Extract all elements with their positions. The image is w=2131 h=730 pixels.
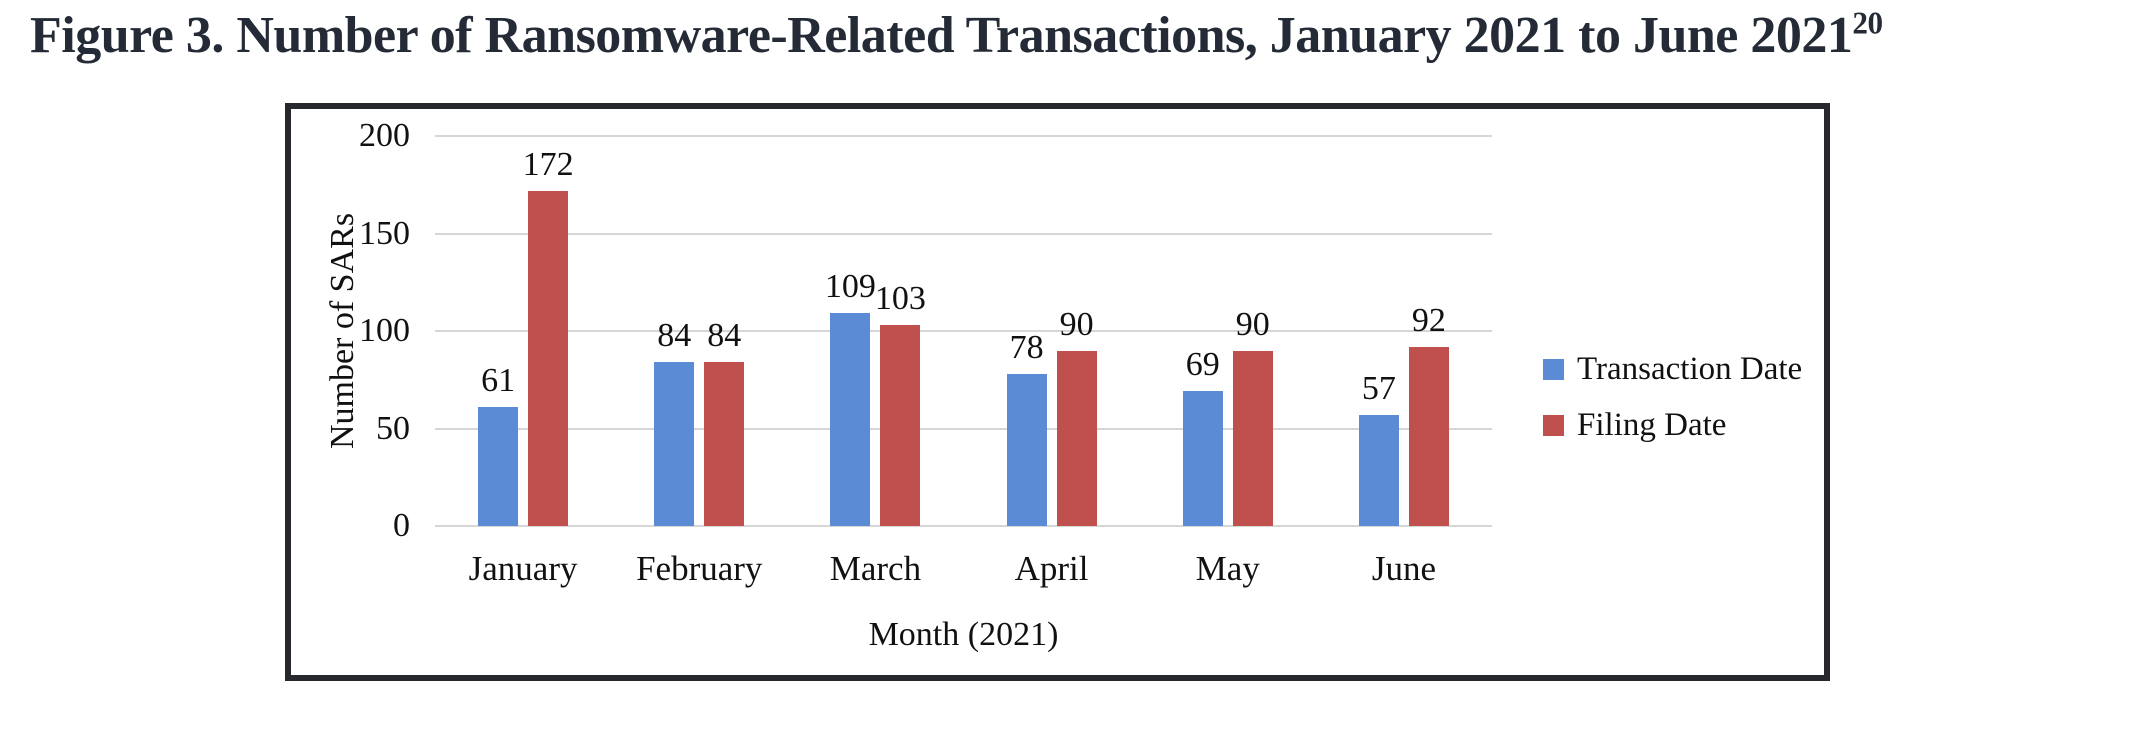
gridline-150 (435, 232, 1492, 235)
x-tick-label-april: April (1014, 549, 1089, 588)
value-label-filing-date-may: 90 (1235, 305, 1270, 343)
x-tick-label-may: May (1195, 549, 1260, 588)
page-title: Figure 3. Number of Ransomware-Related T… (30, 6, 1883, 65)
bar-filing-date-january (528, 190, 569, 526)
bar-transaction-date-may (1182, 391, 1223, 526)
y-tick-label-0: 0 (393, 507, 410, 544)
legend-label-transaction-date: Transaction Date (1577, 350, 1803, 387)
gridline-0 (435, 525, 1492, 527)
value-label-transaction-date-february: 84 (657, 317, 692, 355)
bar-filing-date-april (1056, 350, 1097, 526)
y-tick-label-100: 100 (359, 312, 410, 349)
y-tick-label-50: 50 (376, 409, 410, 447)
legend-label-filing-date: Filing Date (1577, 406, 1727, 443)
bar-filing-date-may (1232, 350, 1273, 526)
bar-transaction-date-january (478, 407, 519, 526)
value-label-transaction-date-may: 69 (1185, 346, 1220, 384)
value-label-filing-date-february: 84 (707, 317, 742, 355)
x-axis-title: Month (2021) (868, 616, 1059, 653)
bar-filing-date-march (880, 325, 921, 526)
value-label-transaction-date-january: 61 (481, 362, 516, 400)
bar-filing-date-february (704, 362, 745, 526)
figure-title-footnote-ref: 20 (1852, 5, 1883, 41)
x-tick-label-february: February (636, 549, 763, 588)
value-label-transaction-date-march: 109 (824, 268, 876, 306)
figure-title-text: Figure 3. Number of Ransomware-Related T… (30, 7, 1853, 64)
gridline-200 (435, 135, 1492, 137)
value-label-filing-date-june: 92 (1411, 301, 1446, 339)
legend-item-transaction-date: Transaction Date (1543, 349, 1802, 389)
bar-transaction-date-june (1358, 414, 1399, 526)
value-label-transaction-date-april: 78 (1009, 328, 1044, 366)
legend-swatch-filing-date (1543, 414, 1564, 436)
gridline-100 (435, 330, 1492, 332)
legend-item-filing-date: Filing Date (1543, 405, 1802, 445)
value-label-transaction-date-june: 57 (1361, 369, 1396, 407)
y-tick-label-200: 200 (359, 117, 410, 154)
plot-area: 0 50 100 150 200 61 172 January 84 84 February 109 1… (291, 109, 1824, 675)
y-tick-label-150: 150 (359, 214, 410, 252)
legend: Transaction Date Filing Date (1543, 349, 1802, 461)
bar-transaction-date-march (830, 313, 871, 526)
value-label-filing-date-january: 172 (522, 145, 574, 183)
x-tick-label-june: June (1371, 549, 1436, 588)
x-tick-label-march: March (829, 549, 922, 588)
gridline-50 (435, 427, 1492, 430)
chart-frame: Number of SARs 0 50 100 150 200 61 172 January 8… (285, 103, 1830, 681)
bar-transaction-date-april (1006, 373, 1047, 526)
value-label-filing-date-march: 103 (874, 280, 926, 318)
x-tick-label-january: January (468, 549, 578, 588)
bar-filing-date-june (1408, 346, 1449, 526)
legend-swatch-transaction-date (1543, 358, 1564, 380)
bar-transaction-date-february (654, 362, 695, 526)
value-label-filing-date-april: 90 (1059, 305, 1094, 343)
